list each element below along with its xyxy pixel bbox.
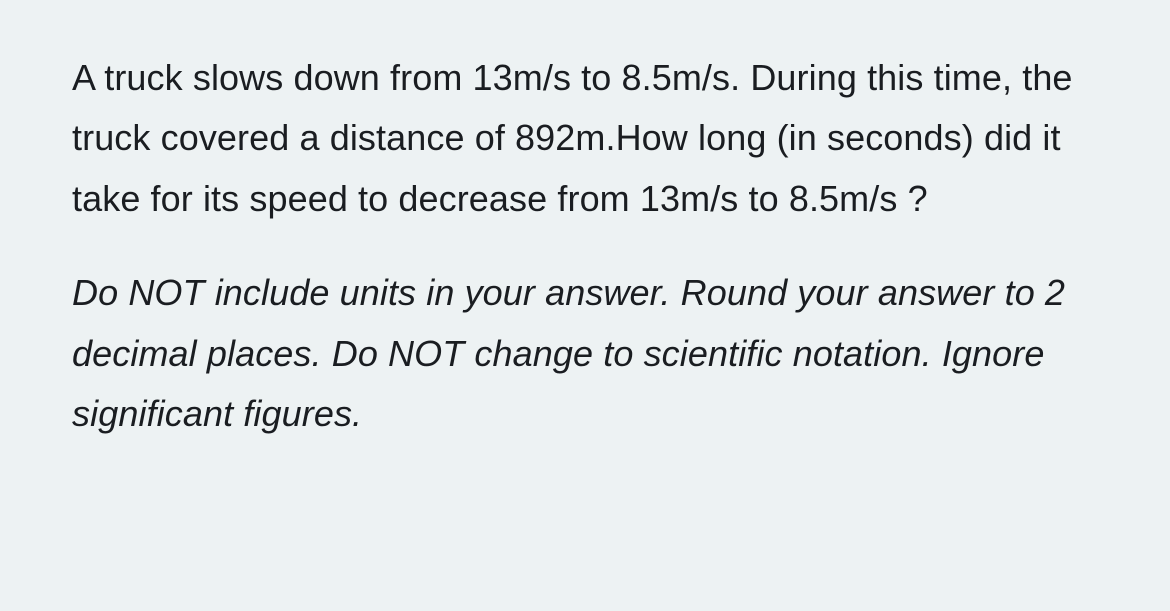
answer-instructions: Do NOT include units in your answer. Rou…: [72, 263, 1098, 444]
question-text: A truck slows down from 13m/s to 8.5m/s.…: [72, 48, 1098, 229]
question-card: A truck slows down from 13m/s to 8.5m/s.…: [0, 0, 1170, 611]
